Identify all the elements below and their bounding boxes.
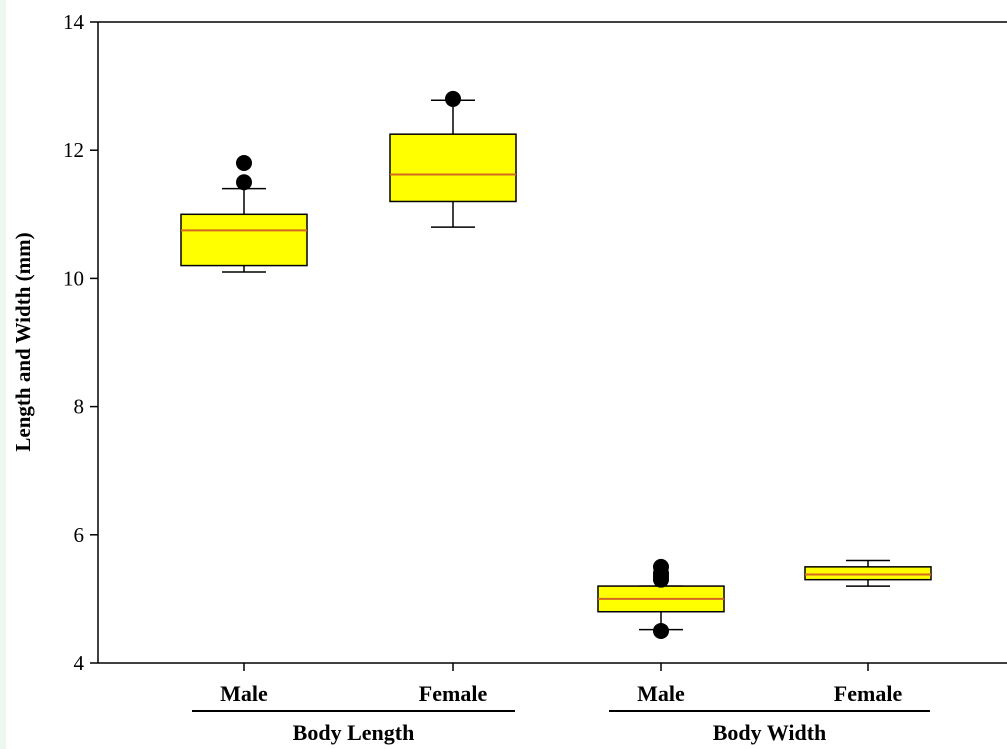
outlier-point <box>445 90 461 107</box>
y-axis-ticks: 4 6 8 10 12 14 <box>63 10 98 675</box>
y-axis-title: Length and Width (mm) <box>11 232 35 451</box>
outlier-point <box>653 622 669 639</box>
box-body-width-female <box>804 559 932 587</box>
y-tick-label: 6 <box>74 523 85 547</box>
outlier-point <box>653 558 669 575</box>
x-group-label: Body Width <box>713 720 827 745</box>
x-category-label: Male <box>637 681 685 706</box>
y-tick-label: 8 <box>74 395 85 419</box>
box-iqr <box>804 566 932 581</box>
x-group-label: Body Length <box>293 720 415 745</box>
box-series <box>180 90 932 639</box>
y-tick-label: 4 <box>74 651 85 675</box>
box-body-length-male <box>180 155 308 273</box>
x-category-label: Female <box>834 681 903 706</box>
box-body-length-female <box>389 90 517 228</box>
y-tick-label: 14 <box>63 10 85 34</box>
left-edge-strip <box>0 0 6 749</box>
x-category-label: Female <box>419 681 488 706</box>
y-tick-label: 12 <box>63 138 84 162</box>
box-iqr <box>180 213 308 267</box>
plot-area <box>97 21 1007 671</box>
outlier-point <box>236 174 252 191</box>
outlier-point <box>236 155 252 172</box>
x-category-label: Male <box>220 681 268 706</box>
box-iqr <box>389 133 517 203</box>
box-body-width-male <box>597 558 725 639</box>
y-tick-label: 10 <box>63 266 84 290</box>
